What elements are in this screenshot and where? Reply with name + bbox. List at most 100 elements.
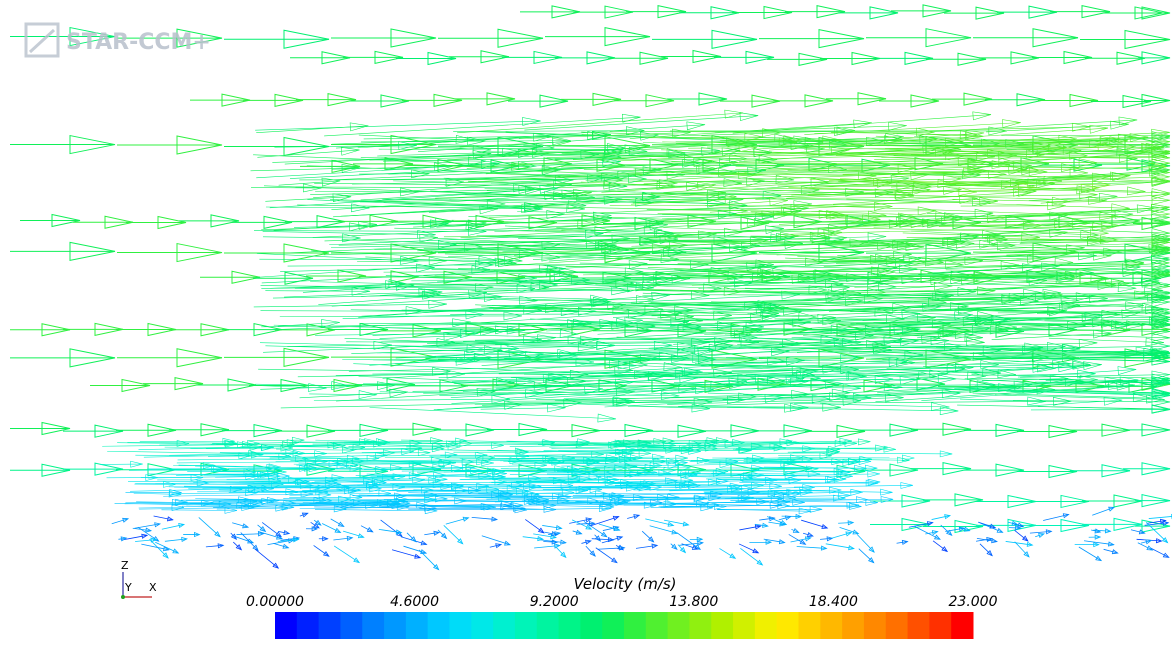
colorbar-swatch [319, 612, 341, 639]
vector-shaft [380, 336, 462, 339]
colorbar-swatch [842, 612, 864, 639]
vector-shaft [357, 261, 447, 262]
colorbar: Velocity (m/s) 0.000004.60009.200013.800… [246, 575, 998, 639]
vector-shaft [482, 402, 635, 405]
vector-shaft [331, 519, 344, 527]
colorbar-swatch [384, 612, 406, 639]
vector-shaft [379, 149, 491, 150]
vector-shaft [524, 116, 758, 130]
vector-head [335, 528, 340, 532]
vector-head [853, 530, 858, 534]
vector-shaft [595, 466, 637, 467]
axis-triad: Z Y X [121, 559, 157, 599]
vector-head [634, 515, 639, 519]
vector-head [1147, 546, 1152, 550]
vector-shaft [1149, 516, 1172, 519]
vector-head [1039, 534, 1044, 538]
vector-shaft [525, 519, 544, 532]
vector-head [283, 544, 288, 548]
colorbar-tick-label: 18.400 [809, 594, 858, 610]
vector-head [1095, 529, 1100, 533]
vector-shaft [933, 541, 947, 552]
vector-head [672, 530, 677, 534]
colorbar-swatch [777, 612, 799, 639]
vector-shaft [960, 399, 1046, 401]
vector-shaft [407, 533, 416, 542]
logo-group: STAR-CCM+ [26, 24, 211, 56]
vector-shaft [790, 505, 859, 506]
vector-shaft [1015, 530, 1028, 541]
colorbar-tick-label: 23.000 [949, 594, 998, 610]
colorbar-swatch [559, 612, 581, 639]
colorbar-swatch [362, 612, 384, 639]
colorbar-tick-label: 4.6000 [390, 594, 439, 610]
vector-shaft [256, 163, 499, 177]
vector-shaft [381, 520, 402, 536]
vector-shaft [596, 548, 617, 563]
vector-shaft [199, 517, 220, 536]
colorbar-swatch [886, 612, 908, 639]
vector-shaft [262, 386, 327, 388]
vector-shaft [139, 507, 184, 508]
vector-head [805, 537, 810, 541]
vector-shaft [383, 363, 628, 378]
vector-head [505, 541, 510, 545]
vector-shaft [299, 463, 341, 464]
vector-shaft [673, 210, 800, 211]
vector-shaft [998, 312, 1170, 313]
vector-head [167, 517, 172, 521]
vector-field [10, 5, 1172, 570]
vector-shaft [719, 548, 735, 558]
colorbar-swatch [820, 612, 842, 639]
vector-shaft [1151, 548, 1169, 557]
vector-shaft [727, 407, 958, 411]
colorbar-tick-label: 0.00000 [246, 594, 304, 610]
vector-shaft [439, 377, 567, 378]
vector-shaft [957, 405, 1170, 409]
vector-shaft [247, 440, 304, 441]
vector-head [338, 522, 343, 526]
colorbar-swatch [297, 612, 319, 639]
vector-shaft [556, 547, 566, 558]
vector-shaft [322, 523, 340, 532]
colorbar-swatch [340, 612, 362, 639]
colorbar-swatch [755, 612, 777, 639]
logo-text: STAR-CCM+ [66, 30, 211, 55]
colorbar-swatch [951, 612, 973, 639]
vector-shaft [392, 550, 420, 558]
vector-shaft [1138, 543, 1153, 550]
vector-head [302, 513, 307, 517]
vector-shaft [280, 316, 522, 317]
vector-shaft [794, 485, 913, 487]
vector-shaft [444, 525, 463, 543]
colorbar-swatch [864, 612, 886, 639]
vector-shaft [255, 549, 278, 568]
vector-head [367, 528, 372, 532]
vector-head [463, 517, 468, 521]
vector-head [730, 554, 735, 558]
vector-shaft [236, 534, 263, 535]
vector-head [793, 529, 798, 533]
colorbar-tick-label: 13.800 [669, 594, 718, 610]
colorbar-swatch [733, 612, 755, 639]
colorbar-swatch [799, 612, 821, 639]
vector-shaft [403, 546, 426, 553]
vector-head [358, 534, 363, 538]
colorbar-swatch [624, 612, 646, 639]
vector-shaft [1079, 547, 1101, 561]
vector-shaft [265, 291, 370, 292]
vector-shaft [840, 527, 859, 533]
vector-shaft [233, 542, 241, 550]
vector-head [1112, 550, 1117, 554]
vector-shaft [457, 113, 743, 133]
vector-shaft [287, 345, 392, 346]
vector-shaft [980, 544, 992, 556]
vector-shaft [832, 533, 852, 539]
vector-shaft [362, 451, 414, 452]
vector-shaft [617, 440, 675, 441]
vector-head [576, 530, 581, 534]
vector-head [617, 536, 622, 540]
vector-head [173, 549, 178, 553]
vector-head [586, 518, 591, 522]
